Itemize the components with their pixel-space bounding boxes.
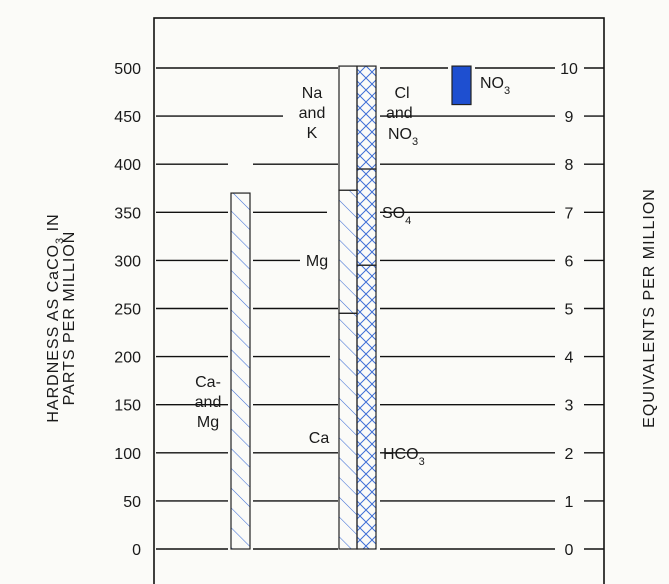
bar-segment (338, 312, 358, 550)
y2-tick-label: 8 (565, 157, 574, 174)
y2-tick-label: 10 (560, 61, 578, 78)
y-tick-label: 0 (132, 542, 141, 559)
bar-segment (356, 65, 377, 170)
bar-segment (451, 65, 472, 106)
y2-tick-label: 3 (565, 398, 574, 415)
y-axis-title: HARDNESS AS CaCO3 IN PARTS PER MILLION (45, 213, 78, 422)
label-na-and-k: and (299, 105, 326, 122)
label-and: and (386, 105, 413, 122)
label-mg: Mg (306, 253, 328, 270)
y-tick-label: 350 (114, 205, 141, 222)
label-ca-and-mg: and (195, 394, 222, 411)
y-tick-label: 200 (114, 350, 141, 367)
y-tick-label: 250 (114, 302, 141, 319)
plot-frame (153, 17, 605, 584)
y-tick-label: 100 (114, 446, 141, 463)
label-cl: Cl (394, 85, 409, 102)
bar-segment (356, 168, 377, 266)
y-tick-label: 500 (114, 61, 141, 78)
y2-tick-label: 9 (565, 109, 574, 126)
y2-tick-label: 1 (565, 494, 574, 511)
label-na-and-k: K (307, 125, 318, 142)
y2-tick-label: 7 (565, 205, 574, 222)
y2-tick-label: 0 (565, 542, 574, 559)
label-no3-solid: NO3 (480, 75, 510, 97)
y2-tick-label: 5 (565, 302, 574, 319)
y2-tick-label: 2 (565, 446, 574, 463)
y-tick-label: 300 (114, 253, 141, 270)
y-axis-title-sub3: 3 (54, 237, 66, 244)
tick-labels: 0 50 100 150 200 250 300 350 400 450 500 0 1 2 3 4 5 6 7 8 9… (114, 61, 578, 559)
bar-segment (356, 264, 377, 550)
y-axis-title-line2: PARTS PER MILLION (61, 231, 78, 406)
bar-segment (338, 189, 358, 314)
y-axis-title-part2: IN (45, 213, 62, 236)
segment-labels: Ca-and Mg Ca Mg Na and K HCO3 SO4 Cl and NO3 NO3 (195, 75, 510, 468)
label-ca-and-mg: Mg (197, 414, 219, 431)
bars-layer (230, 65, 472, 550)
y-tick-label: 400 (114, 157, 141, 174)
grid-lines (156, 67, 604, 550)
label-ca-and-mg: Ca- (195, 374, 221, 391)
y-tick-label: 50 (123, 494, 141, 511)
y-axis-title-part1: HARDNESS AS CaCO (45, 244, 62, 423)
label-na-and-k: Na (302, 85, 323, 102)
y2-tick-label: 6 (565, 253, 574, 270)
y-tick-label: 450 (114, 109, 141, 126)
y-tick-label: 150 (114, 398, 141, 415)
label-hco3: HCO3 (383, 446, 425, 468)
y2-tick-label: 4 (565, 350, 574, 367)
svg-text:HARDNESS AS CaCO3 IN: HARDNESS AS CaCO3 IN (45, 213, 66, 422)
bar-segment (338, 65, 358, 191)
label-so4: SO4 (382, 205, 411, 227)
label-ca: Ca (309, 430, 330, 447)
label-no3: NO3 (388, 126, 418, 148)
bar-segment (230, 192, 251, 550)
y2-axis-title: EQUIVALENTS PER MILLION (641, 188, 658, 428)
